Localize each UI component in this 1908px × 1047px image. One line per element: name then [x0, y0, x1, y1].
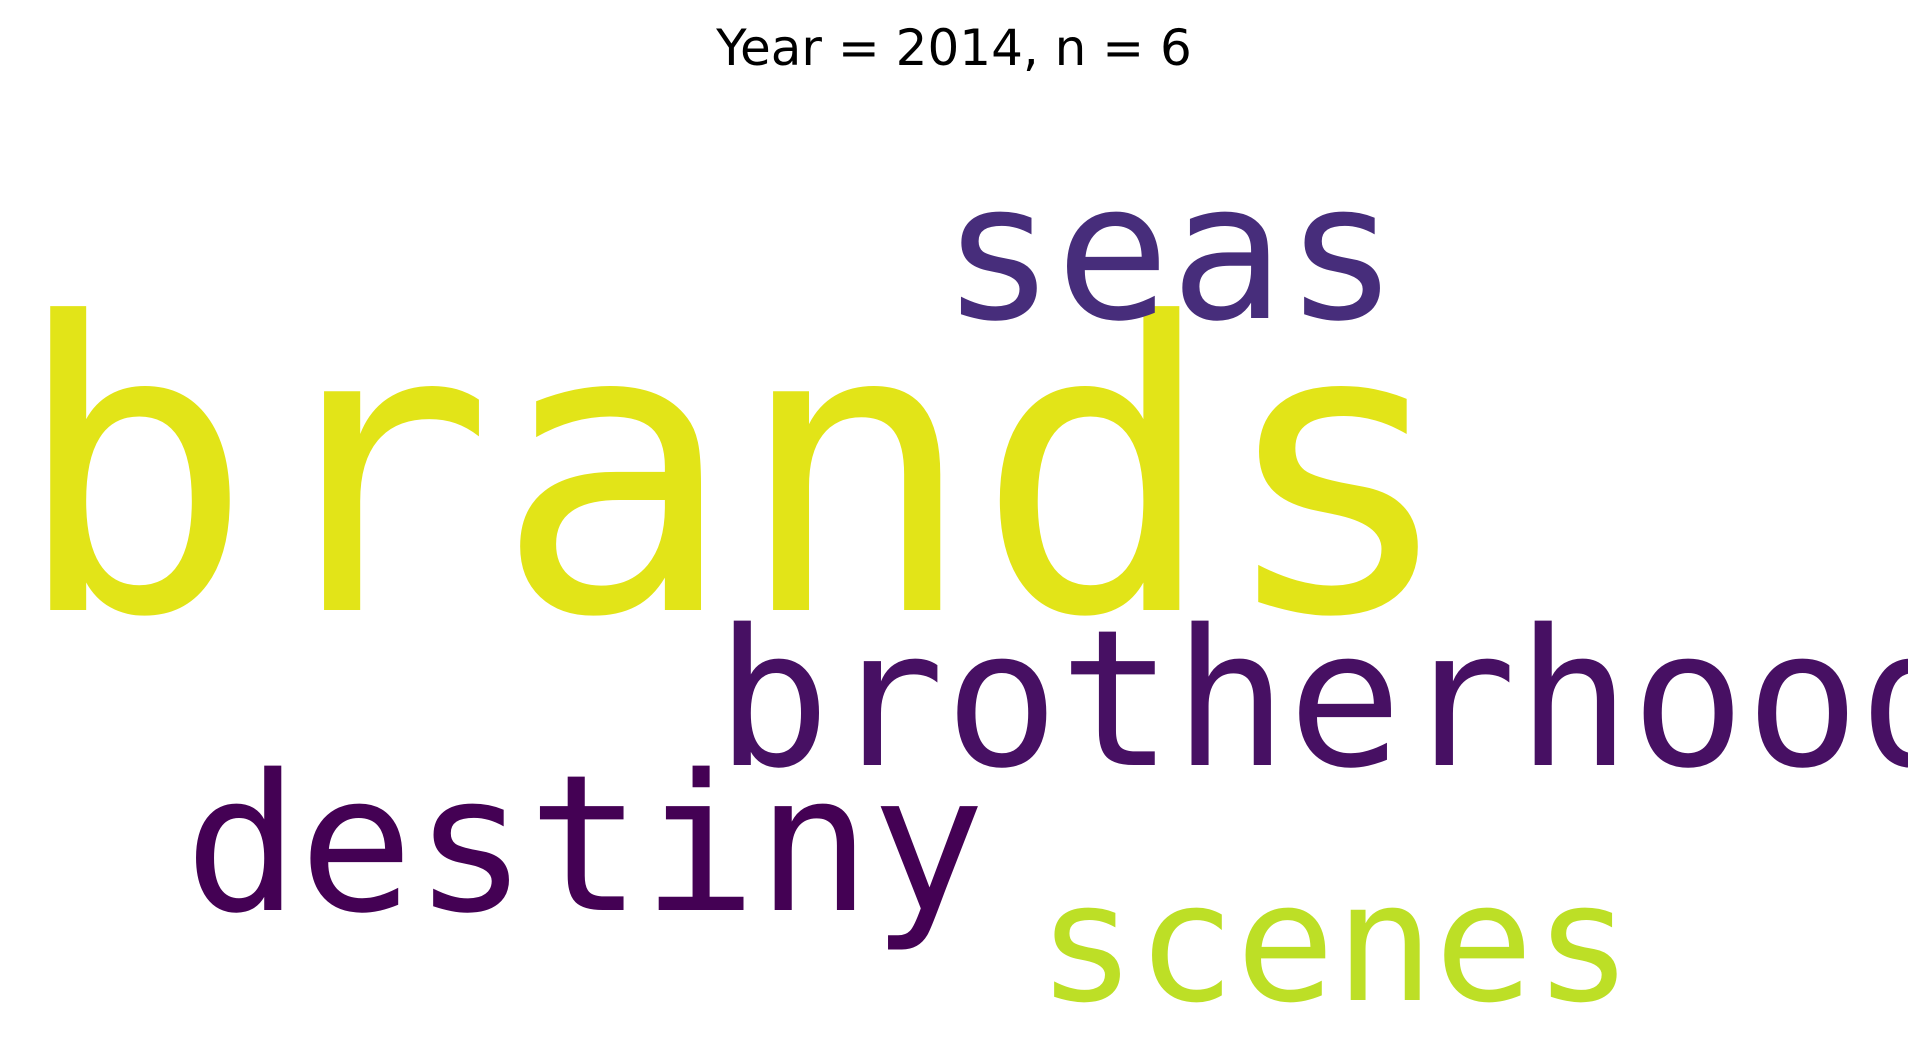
word-brotherhood: brotherhood	[716, 589, 1908, 810]
word-scenes: scenes	[1037, 847, 1633, 1039]
word-seas: seas	[941, 142, 1399, 363]
word-destiny: destiny	[185, 734, 986, 955]
word-brands: brands	[13, 240, 1458, 705]
chart-title: Year = 2014, n = 6	[716, 19, 1192, 77]
